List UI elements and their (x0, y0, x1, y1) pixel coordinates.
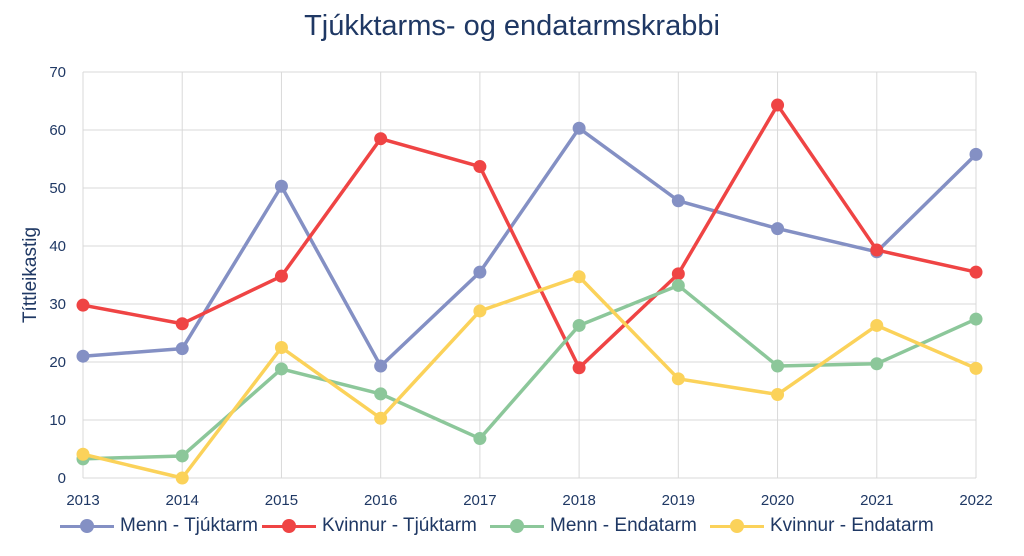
data-point (175, 449, 189, 463)
legend: Menn - Tjúktarm Kvinnur - Tjúktarm Menn - … (0, 513, 1024, 539)
data-point (76, 447, 90, 461)
data-point (771, 387, 785, 401)
x-tick-label: 2013 (66, 492, 99, 509)
legend-label: Menn - Tjúktarm (120, 515, 258, 536)
data-point (175, 471, 189, 485)
data-point (671, 372, 685, 386)
data-point (969, 312, 983, 326)
series-lines (76, 98, 983, 485)
legend-item: Kvinnur - Endatarm (710, 513, 934, 539)
data-point (76, 298, 90, 312)
legend-dot-marker (730, 518, 744, 533)
y-axis-label: Títtleikastig (20, 227, 41, 323)
series-line (82, 103, 977, 370)
legend-item: Kvinnur - Tjúktarm (262, 513, 477, 539)
x-tick-label: 2017 (463, 492, 496, 509)
data-point (473, 304, 487, 318)
data-point (870, 318, 884, 332)
data-point (473, 160, 487, 174)
x-tick-label: 2016 (364, 492, 397, 509)
data-point (969, 265, 983, 279)
y-tick-label: 20 (49, 354, 66, 371)
data-point (771, 98, 785, 112)
data-point (671, 278, 685, 292)
legend-label: Kvinnur - Tjúktarm (322, 515, 477, 536)
legend-dot-marker (510, 518, 524, 533)
data-point (572, 270, 586, 284)
legend-item: Menn - Endatarm (490, 513, 697, 539)
legend-dot-marker (282, 518, 296, 533)
x-tick-label: 2018 (562, 492, 595, 509)
data-point (374, 359, 388, 373)
data-point (274, 269, 288, 283)
series-0 (76, 121, 983, 373)
data-point (771, 359, 785, 373)
series-1 (76, 98, 983, 375)
x-tick-label: 2021 (860, 492, 893, 509)
data-point (969, 147, 983, 161)
legend-label: Menn - Endatarm (550, 515, 697, 536)
data-point (572, 121, 586, 135)
data-point (374, 411, 388, 425)
data-point (969, 361, 983, 375)
x-tick-label: 2014 (166, 492, 199, 509)
data-point (274, 179, 288, 193)
y-tick-label: 70 (49, 64, 66, 81)
series-line (82, 126, 978, 368)
y-tick-label: 10 (49, 412, 66, 429)
x-tick-label: 2019 (662, 492, 695, 509)
data-point (870, 357, 884, 371)
data-point (473, 432, 487, 446)
legend-line-marker (262, 518, 316, 533)
y-tick-label: 50 (49, 180, 66, 197)
data-point (572, 318, 586, 332)
legend-item: Menn - Tjúktarm (60, 513, 258, 539)
data-point (274, 341, 288, 354)
legend-line-marker (710, 518, 764, 533)
x-tick-label: 2015 (265, 492, 298, 509)
data-point (870, 243, 884, 257)
legend-dot-marker (80, 518, 94, 533)
y-tick-label: 60 (49, 122, 66, 139)
data-point (572, 361, 586, 375)
x-tick-label: 2020 (761, 492, 794, 509)
legend-label: Kvinnur - Endatarm (770, 515, 934, 536)
y-tick-label: 40 (49, 238, 66, 255)
legend-line-marker (60, 518, 114, 533)
y-axis-ticks: 0 10 20 30 40 50 60 70 (49, 64, 66, 487)
line-chart: 0 10 20 30 40 50 60 70 2013 2014 2015 2016 2017 2018… (20, 64, 993, 509)
data-point (671, 194, 685, 208)
data-point (374, 132, 388, 146)
y-tick-label: 30 (49, 296, 66, 313)
grid (82, 71, 977, 479)
chart-title: Tjúkktarms- og endatarmskrabbi (304, 10, 720, 42)
x-axis-ticks: 2013 2014 2015 2016 2017 2018 2019 2020 2021 2022 (66, 492, 992, 509)
data-point (175, 342, 189, 356)
x-tick-label: 2022 (959, 492, 992, 509)
y-tick-label: 0 (58, 470, 66, 487)
series-3 (76, 270, 983, 485)
legend-line-marker (490, 518, 544, 533)
data-point (76, 349, 90, 363)
data-point (473, 265, 487, 279)
data-point (374, 387, 388, 401)
data-point (771, 222, 785, 236)
data-point (175, 317, 189, 331)
data-point (671, 267, 685, 281)
data-point (274, 362, 288, 376)
series-line (82, 274, 977, 480)
